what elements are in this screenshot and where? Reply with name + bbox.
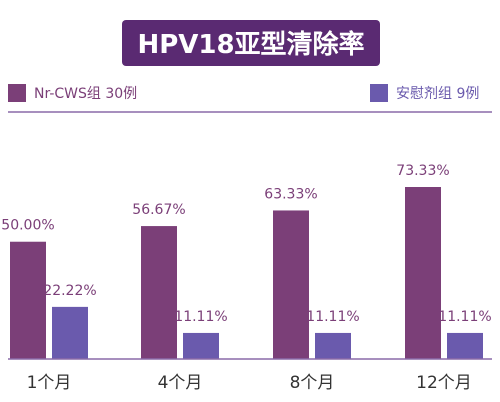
bar-placebo-3: [315, 332, 351, 359]
bar-nr-cws-4: [405, 187, 441, 359]
data-label-nr-cws-1: 50.00%: [1, 218, 54, 234]
legend-swatch-placebo: [370, 84, 388, 102]
bar-nr-cws-2: [141, 226, 177, 359]
bar-nr-cws-1: [10, 241, 46, 359]
data-label-placebo-4: 11.11%: [438, 309, 491, 325]
data-label-nr-cws-4: 73.33%: [396, 163, 449, 179]
bar-nr-cws-3: [273, 210, 309, 359]
x-tick-label-2: 4个月: [158, 373, 203, 393]
bar-placebo-4: [447, 332, 483, 359]
data-label-nr-cws-3: 63.33%: [264, 186, 317, 202]
legend-swatch-nr-cws: [8, 84, 26, 102]
data-label-placebo-1: 22.22%: [43, 283, 96, 299]
legend-label-placebo: 安慰剂组 9例: [396, 85, 479, 102]
data-label-placebo-3: 11.11%: [306, 309, 359, 325]
legend-label-nr-cws: Nr-CWS组 30例: [34, 86, 137, 102]
x-tick-labels: 1个月 4个月 8个月 12个月: [27, 373, 472, 393]
data-labels: 50.00% 22.22% 56.67% 11.11% 63.33% 11.11% 73.3…: [1, 163, 491, 325]
x-tick-label-3: 8个月: [290, 373, 335, 393]
bar-placebo-2: [183, 332, 219, 359]
data-label-nr-cws-2: 56.67%: [132, 202, 185, 218]
x-tick-label-1: 1个月: [27, 373, 72, 393]
bars: [10, 187, 483, 359]
x-tick-label-4: 12个月: [416, 373, 472, 393]
title-banner: [122, 20, 380, 66]
data-label-placebo-2: 11.11%: [174, 309, 227, 325]
bar-placebo-1: [52, 306, 88, 359]
chart-title: HPV18亚型清除率: [137, 29, 364, 60]
